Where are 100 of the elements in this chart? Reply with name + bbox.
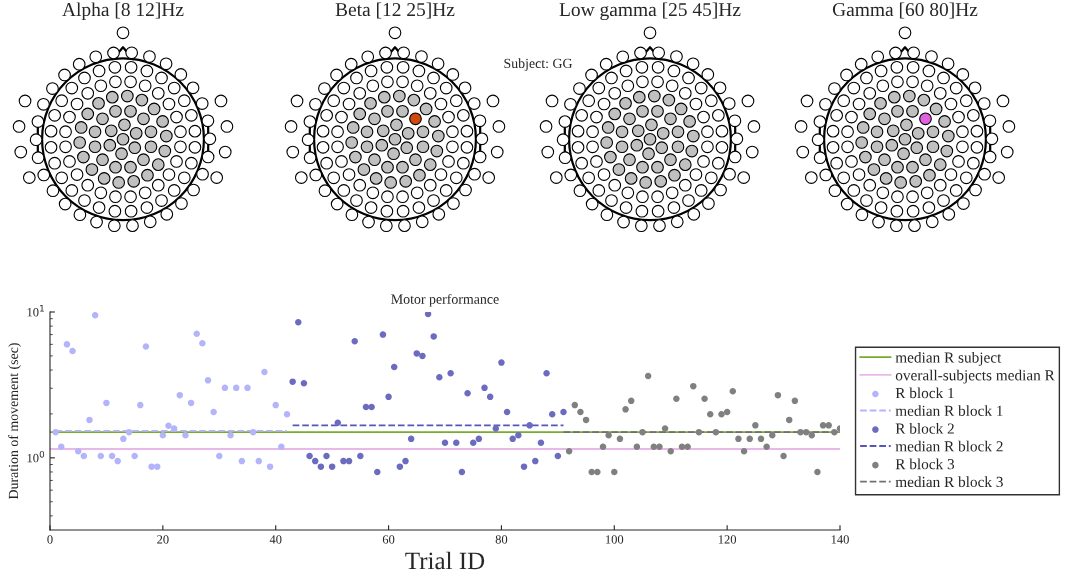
point [661,425,669,432]
point [565,447,573,455]
point [97,452,105,460]
legend-label: median R subject [895,351,1002,366]
point [419,352,426,360]
point [114,457,121,465]
point [825,422,832,429]
point [819,422,827,429]
point [532,457,539,465]
legend-label: R block 2 [895,423,954,434]
point [814,468,821,476]
text: Low gamma [25 45]Hz [559,2,741,21]
point [74,447,82,455]
point [407,435,415,443]
point [63,341,71,348]
point [306,452,313,460]
point [458,468,466,476]
x-axis-title: Trial ID [405,551,485,570]
point [176,391,184,399]
point [52,428,59,436]
point [684,443,691,451]
point [244,384,251,392]
point [379,331,387,338]
point [780,452,787,460]
point [690,382,697,390]
point [622,406,629,413]
point [560,408,567,416]
point [746,435,753,443]
point [667,447,674,455]
point [374,468,381,476]
point [554,452,562,460]
point [616,435,624,443]
point [481,384,488,392]
point [498,359,505,366]
point [221,384,229,392]
point [577,408,584,416]
point [441,439,449,446]
y-tick-label: 10$^{0}$ [27,450,45,463]
point [611,468,618,476]
point [137,401,144,409]
point [695,428,703,436]
text: Subject: GG [504,58,573,71]
point [402,457,409,465]
y-tick-label: 10$^{1}$ [27,305,44,317]
point [340,457,347,465]
point [328,463,336,470]
point [108,452,116,460]
point [413,350,421,357]
point [368,403,375,411]
point [187,399,195,407]
legend-label: overall-subjects median R [895,369,1055,384]
point [509,435,516,443]
x-tick-label: 140 [831,535,849,544]
point [706,410,714,418]
point [769,431,776,439]
point [656,443,663,451]
point [272,401,279,409]
point [249,428,257,436]
point [723,408,731,416]
point [644,372,652,380]
point [165,422,172,429]
point [627,397,635,405]
point [255,457,263,465]
point [120,435,127,443]
legend-label: R block 3 [895,458,955,470]
point [537,439,545,446]
point [390,363,398,371]
point [605,431,612,439]
text: Alpha [8 12]Hz [62,2,184,21]
x-tick-label: 80 [495,535,508,544]
point [80,452,88,460]
point [678,443,686,451]
text: Gamma [60 80]Hz [832,2,978,19]
point [334,419,342,427]
point [639,428,646,436]
point [735,435,742,443]
point [774,391,782,399]
point [385,393,392,401]
x-tick-label: 40 [269,535,282,544]
point [526,422,533,429]
point [464,390,471,397]
point [345,457,353,465]
point [594,468,601,476]
point [802,428,810,436]
point [266,463,274,470]
point [453,439,460,446]
chart-title: Motor performance [391,293,499,307]
point [740,447,748,455]
point [86,416,93,424]
point [548,410,556,418]
point [300,379,308,387]
legend-label: median R block 2 [895,440,1003,452]
point [182,431,189,439]
point [227,431,234,439]
point [436,373,443,381]
point [701,395,708,403]
x-tick-label: 60 [382,535,395,544]
point [757,435,765,443]
point [142,343,150,350]
point [283,410,291,418]
